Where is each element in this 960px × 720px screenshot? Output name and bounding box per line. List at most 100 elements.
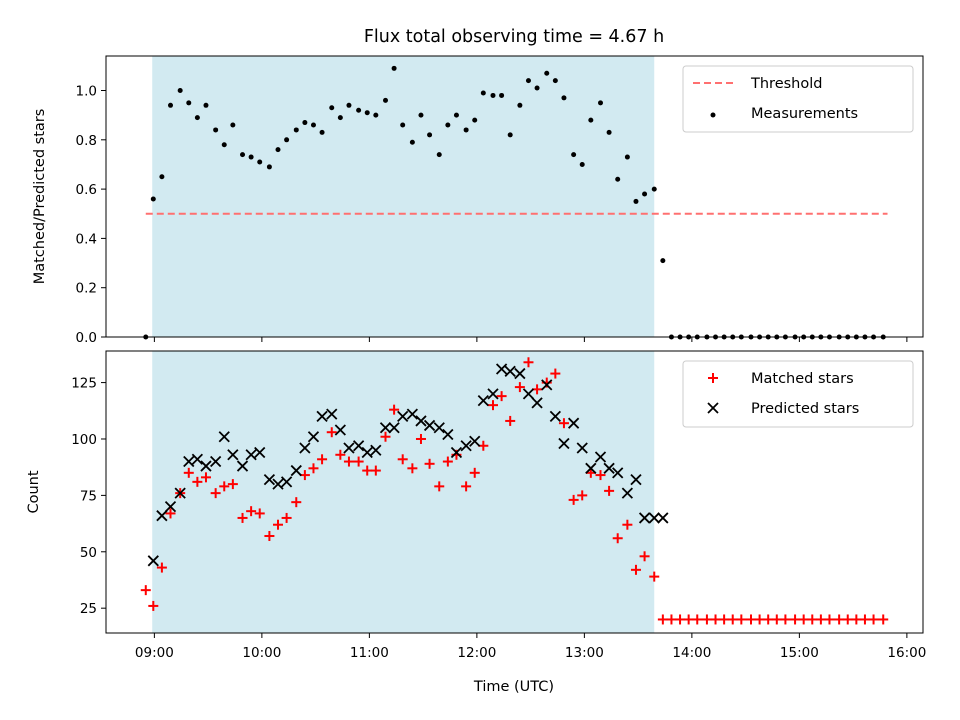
- matched-point: [754, 614, 765, 625]
- legend-entry: Predicted stars: [707, 401, 859, 417]
- predicted-point: [567, 417, 580, 429]
- matched-point: [523, 357, 534, 368]
- observing-span: [152, 351, 655, 633]
- measurement-point: [159, 174, 165, 180]
- predicted-point: [307, 431, 320, 443]
- measurement-point: [168, 102, 173, 108]
- predicted-point: [585, 462, 597, 474]
- predicted-point: [487, 388, 499, 400]
- matched-point: [192, 476, 203, 487]
- measurement-point: [517, 102, 523, 108]
- x-tick-label: 12:00: [457, 645, 496, 661]
- predicted-point: [254, 446, 266, 459]
- measurement-point: [579, 161, 585, 167]
- predicted-point: [612, 467, 624, 479]
- predicted-point: [450, 446, 463, 459]
- x-tick-label: 11:00: [350, 645, 389, 661]
- measurement-point: [194, 115, 200, 121]
- measurement-point: [418, 112, 424, 118]
- predicted-point: [433, 422, 445, 434]
- series-measurements: [143, 65, 886, 340]
- matched-point: [227, 479, 238, 490]
- y-tick-label: 25: [80, 601, 97, 617]
- y-tick-label: 0.8: [76, 133, 97, 149]
- legend-box: [682, 360, 914, 428]
- measurement-point: [319, 129, 325, 135]
- axes-frame: [105, 350, 924, 634]
- matched-point: [780, 614, 791, 625]
- matched-point: [514, 382, 525, 393]
- matched-point: [343, 456, 354, 467]
- matched-point: [415, 433, 426, 444]
- predicted-point: [218, 431, 230, 443]
- y-tick-label: 75: [80, 488, 97, 504]
- y-tick-label: 50: [80, 545, 97, 561]
- matched-point: [577, 490, 588, 501]
- measurement-point: [266, 164, 272, 170]
- matched-point: [727, 614, 738, 625]
- measurement-point: [186, 100, 192, 106]
- matched-point: [763, 614, 774, 625]
- matched-point: [878, 614, 889, 625]
- predicted-point: [495, 363, 508, 375]
- predicted-point: [469, 435, 481, 447]
- matched-point: [183, 467, 194, 478]
- matched-point: [326, 427, 337, 438]
- matched-point: [798, 614, 809, 625]
- measurement-point: [284, 137, 290, 143]
- predicted-point: [477, 394, 489, 407]
- predicted-point: [558, 437, 570, 450]
- measurement-point: [436, 152, 442, 158]
- measurement-point: [391, 65, 397, 71]
- matched-point: [558, 418, 569, 429]
- predicted-point: [183, 455, 195, 468]
- ratio-panel: 0.0 0.2 0.4 0.6 0.8 1.0 Matched/Predicted star…: [32, 55, 924, 346]
- measurement-point: [445, 122, 451, 128]
- predicted-point: [272, 478, 284, 490]
- matched-point: [771, 614, 782, 625]
- predicted-point: [621, 487, 634, 499]
- matched-point: [246, 506, 257, 517]
- measurement-point: [383, 97, 388, 103]
- matched-point: [237, 512, 248, 523]
- predicted-point: [352, 440, 365, 452]
- y-axis-label: Count: [26, 470, 42, 513]
- predicted-point: [280, 476, 293, 488]
- predicted-point: [576, 442, 588, 454]
- measurement-point: [499, 92, 505, 98]
- matched-point: [380, 431, 391, 442]
- matched-point: [505, 415, 516, 426]
- measurement-point: [257, 159, 263, 165]
- matched-point: [496, 391, 507, 402]
- x-tick-label: 16:00: [887, 645, 926, 661]
- predicted-point: [147, 555, 159, 567]
- legend-label: Predicted stars: [751, 401, 859, 417]
- legend-label: Measurements: [751, 106, 858, 122]
- chart-title: Flux total observing time = 4.67 h: [364, 27, 664, 47]
- matched-point: [219, 481, 230, 492]
- matched-point: [461, 481, 472, 492]
- measurement-point: [373, 112, 379, 118]
- predicted-point: [191, 453, 204, 465]
- predicted-point: [541, 379, 553, 391]
- y-tick-label: 0.4: [76, 231, 97, 247]
- measurement-point: [561, 95, 567, 101]
- matched-point: [807, 614, 818, 625]
- predicted-point: [370, 444, 382, 456]
- legend-label: Threshold: [750, 76, 822, 92]
- matched-point: [469, 467, 480, 478]
- matched-point: [291, 497, 302, 508]
- measurement-point: [337, 115, 343, 121]
- measurement-point: [480, 90, 486, 96]
- matched-point: [595, 470, 606, 481]
- y-tick-label: 0.6: [76, 182, 97, 198]
- measurement-point: [615, 176, 621, 182]
- predicted-point: [522, 388, 535, 400]
- matched-point: [868, 614, 879, 625]
- y-tick-label: 1.0: [76, 84, 97, 100]
- series-matched-stars: [140, 357, 889, 625]
- measurement-point: [651, 186, 657, 192]
- matched-point: [165, 508, 176, 519]
- matched-point: [649, 571, 660, 582]
